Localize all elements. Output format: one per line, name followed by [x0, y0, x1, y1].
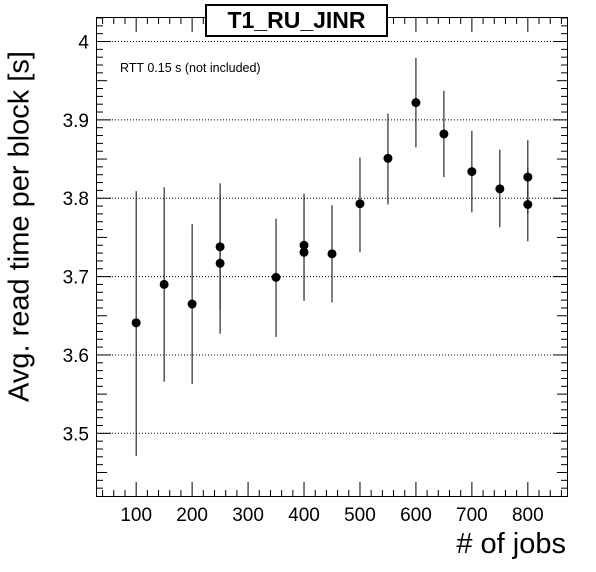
y-tick-label: 3.7	[63, 268, 89, 289]
data-point	[495, 184, 505, 194]
y-tick-label: 4	[78, 33, 89, 54]
data-point	[355, 199, 365, 209]
data-point	[411, 98, 421, 108]
data-point	[467, 167, 477, 177]
x-tick-label: 200	[176, 505, 208, 526]
y-tick-label: 3.9	[63, 111, 89, 132]
y-tick-label: 3.5	[63, 424, 89, 445]
data-point	[131, 318, 141, 328]
x-tick-label: 700	[456, 505, 488, 526]
x-tick-label: 500	[344, 505, 376, 526]
data-point	[523, 199, 533, 209]
y-tick-label: 3.8	[63, 189, 89, 210]
data-point	[271, 272, 281, 282]
x-tick-label: 400	[288, 505, 320, 526]
y-tick-label: 3.6	[63, 346, 89, 367]
data-point	[299, 247, 309, 257]
x-tick-label: 100	[120, 505, 152, 526]
data-point	[439, 129, 449, 139]
data-point	[215, 258, 225, 268]
y-axis-label: Avg. read time per block [s]	[3, 51, 36, 402]
axis-ticks	[97, 17, 567, 496]
chart-title: T1_RU_JINR	[205, 4, 388, 37]
x-tick-label: 800	[512, 505, 544, 526]
data-point	[327, 249, 337, 259]
x-tick-label: 300	[232, 505, 264, 526]
data-point	[383, 153, 393, 163]
tick-labels: 3.5 3.6 3.7 3.8 3.9 4 100 200 300 400 500 600 700 800	[63, 33, 544, 526]
data-point	[159, 279, 169, 289]
x-axis-label: # of jobs	[456, 528, 566, 560]
rtt-annotation: RTT 0.15 s (not included)	[120, 61, 261, 75]
data-points	[131, 57, 533, 457]
x-tick-label: 600	[400, 505, 432, 526]
data-point	[187, 299, 197, 309]
